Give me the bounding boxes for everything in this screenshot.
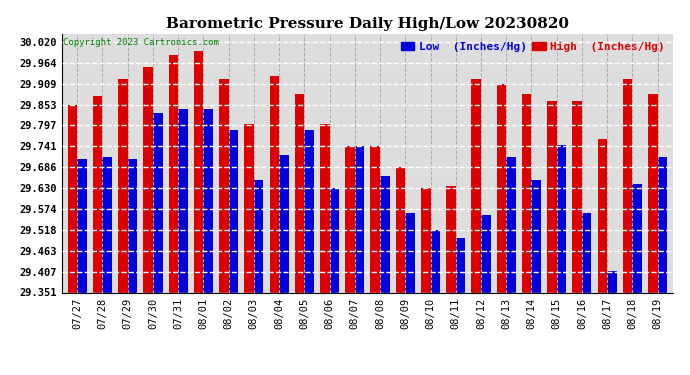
Bar [295, 94, 304, 292]
Bar [103, 157, 112, 292]
Bar [128, 159, 137, 292]
Text: Copyright 2023 Cartronics.com: Copyright 2023 Cartronics.com [63, 38, 219, 46]
Bar [658, 157, 667, 292]
Bar [355, 147, 364, 292]
Bar [531, 180, 541, 292]
Bar [93, 96, 103, 292]
Bar [371, 147, 380, 292]
Bar [431, 230, 440, 292]
Bar [204, 109, 213, 292]
Bar [623, 79, 632, 292]
Bar [557, 145, 566, 292]
Bar [254, 180, 264, 292]
Bar [153, 113, 163, 292]
Bar [118, 79, 128, 292]
Bar [471, 79, 481, 292]
Bar [219, 79, 228, 292]
Bar [648, 94, 658, 292]
Bar [572, 101, 582, 292]
Bar [144, 68, 153, 292]
Bar [481, 215, 491, 292]
Bar [380, 176, 390, 292]
Bar [270, 76, 279, 292]
Bar [194, 51, 204, 292]
Bar [330, 188, 339, 292]
Bar [547, 101, 557, 292]
Bar [345, 147, 355, 292]
Bar [279, 155, 288, 292]
Bar [178, 109, 188, 292]
Bar [522, 94, 531, 292]
Bar [598, 139, 607, 292]
Bar [228, 130, 238, 292]
Bar [168, 55, 178, 292]
Bar [446, 186, 455, 292]
Title: Barometric Pressure Daily High/Low 20230820: Barometric Pressure Daily High/Low 20230… [166, 17, 569, 31]
Bar [632, 184, 642, 292]
Bar [421, 188, 431, 292]
Bar [405, 213, 415, 292]
Bar [77, 159, 87, 292]
Bar [304, 130, 314, 292]
Bar [455, 238, 465, 292]
Bar [395, 167, 405, 292]
Bar [497, 84, 506, 292]
Legend: Low  (Inches/Hg), High  (Inches/Hg): Low (Inches/Hg), High (Inches/Hg) [399, 39, 667, 54]
Bar [68, 105, 77, 292]
Bar [244, 124, 254, 292]
Bar [506, 157, 516, 292]
Bar [607, 271, 617, 292]
Bar [582, 213, 591, 292]
Bar [320, 124, 330, 292]
